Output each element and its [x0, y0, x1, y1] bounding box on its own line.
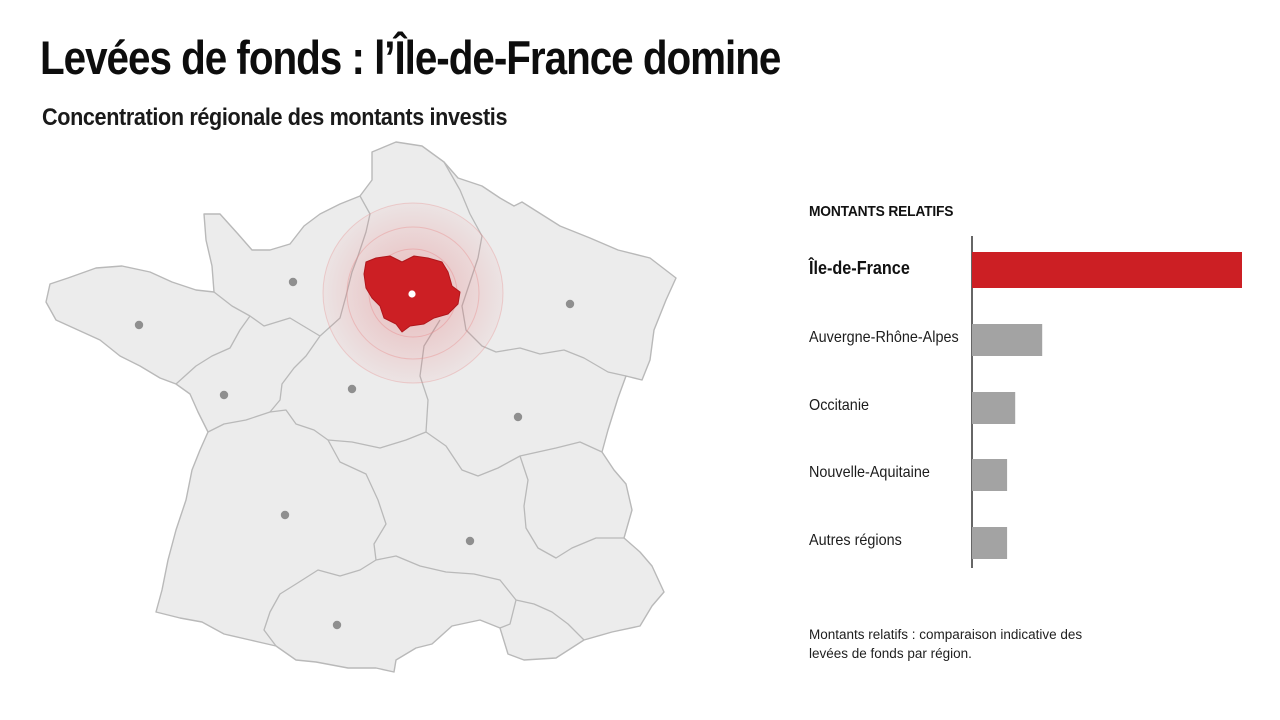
region-marker-nouvelle-aquitaine	[280, 510, 290, 520]
bar-label-autres-regions: Autres régions	[809, 532, 902, 549]
bar-group	[972, 252, 1242, 559]
bar-label-ile-de-france: Île-de-France	[809, 258, 910, 278]
france-regions-map	[45, 141, 677, 673]
bar-occitanie	[972, 392, 1016, 424]
bar-label-auvergne-rhone-alpes: Auvergne-Rhône-Alpes	[809, 329, 959, 346]
region-marker-bretagne	[134, 320, 144, 330]
region-marker-normandie	[288, 277, 298, 287]
france-outline	[45, 141, 677, 673]
region-marker-auvergne-rhone-alpes	[465, 536, 475, 546]
bar-autres-regions	[972, 527, 1008, 559]
bar-auvergne-rhone-alpes	[972, 324, 1043, 356]
ile-de-france-marker	[408, 290, 416, 298]
page-title: Levées de fonds : l’Île-de-France domine	[40, 31, 781, 84]
bar-label-occitanie: Occitanie	[809, 397, 870, 414]
region-marker-occitanie	[332, 620, 342, 630]
relative-amounts-bar-chart	[971, 236, 1242, 568]
region-marker-grand-est	[565, 299, 575, 309]
bar-panel-title: MONTANTS RELATIFS	[809, 203, 954, 220]
region-markers	[134, 277, 575, 630]
region-marker-bourgogne-franche-comte	[513, 412, 523, 422]
region-marker-pays-de-la-loire	[219, 390, 229, 400]
page-subtitle: Concentration régionale des montants inv…	[42, 104, 508, 131]
bar-nouvelle-aquitaine	[972, 459, 1008, 491]
chart-footnote: Montants relatifs : comparaison indicati…	[809, 627, 1083, 661]
bar-label-nouvelle-aquitaine: Nouvelle-Aquitaine	[809, 464, 930, 481]
region-marker-centre-val-de-loire	[347, 384, 357, 394]
bar-ile-de-france	[972, 252, 1242, 288]
